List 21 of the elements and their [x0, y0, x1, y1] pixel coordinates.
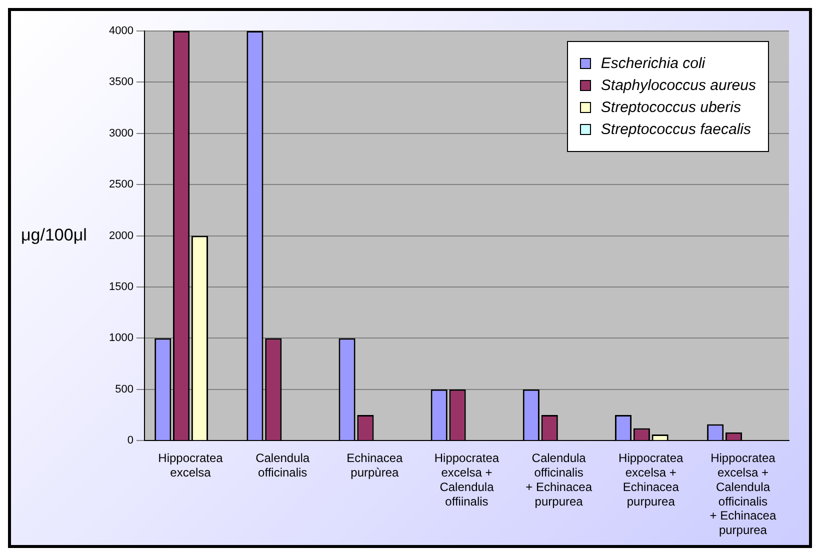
y-tick-label: 2500	[108, 178, 134, 191]
x-tick-label: Hippocratea excelsa + Echinacea purpurea	[618, 451, 684, 508]
y-tick-label: 1500	[108, 281, 134, 294]
y-tick-label: 2000	[108, 230, 134, 242]
legend-label: Escherichia coli	[600, 55, 706, 72]
legend-label: Streptococcus faecalis	[600, 121, 751, 138]
x-tick-label: Echinacea purpùrea	[346, 451, 403, 480]
x-tick-label: Hippocratea excelsa + Calendula offiinalis	[434, 451, 500, 508]
y-tick-label: 0	[127, 434, 134, 447]
y-tick-label: 1000	[108, 332, 134, 344]
x-tick-label: Calendula officinalis + Echinacea purpurea	[526, 451, 592, 508]
legend-label: Staphylococcus aureus	[600, 77, 756, 94]
y-tick-label: 3000	[108, 127, 134, 140]
y-tick-label: 4000	[108, 25, 134, 38]
y-tick-label: 500	[115, 383, 134, 396]
x-tick-label: Hippocratea excelsa + Calendula officinalis + Echinacea purpurea	[710, 451, 776, 538]
x-tick-label: Hippocratea excelsa	[158, 451, 224, 480]
legend-label: Streptococcus uberis	[600, 99, 741, 116]
y-axis-title: μg/100μl	[21, 225, 87, 244]
y-tick-label: 3500	[108, 76, 134, 88]
x-tick-label: Calendula officinalis	[256, 451, 310, 480]
